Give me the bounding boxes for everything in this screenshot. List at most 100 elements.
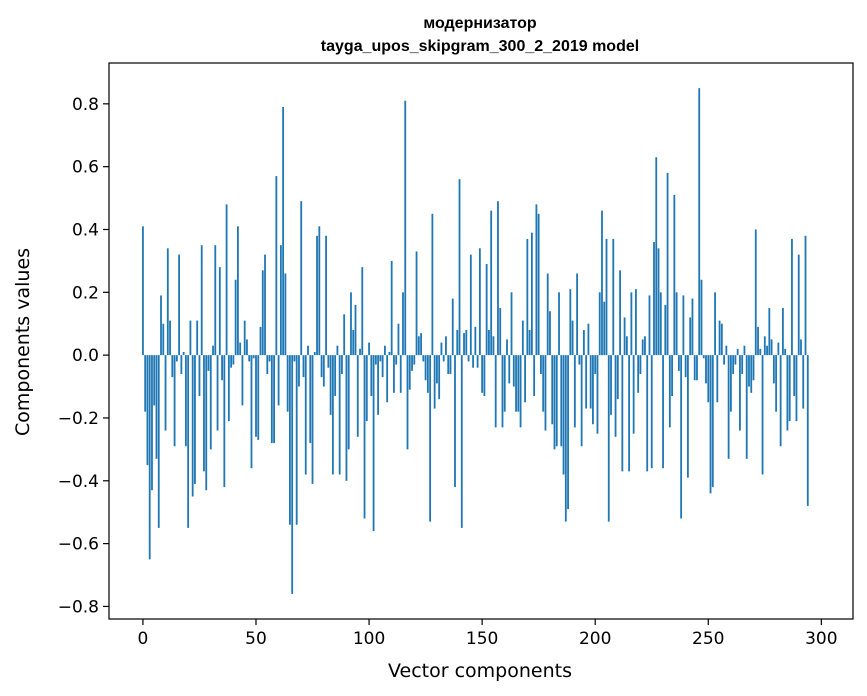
bar-48 <box>250 355 253 469</box>
bar-6 <box>155 355 158 459</box>
bar-236 <box>675 292 678 356</box>
x-axis-ticks: 0 50 100 150 200 250 300 <box>138 619 838 649</box>
bar-280 <box>775 355 778 412</box>
bar-269 <box>750 355 753 393</box>
bar-293 <box>804 235 807 356</box>
bar-150 <box>481 355 484 393</box>
bar-113 <box>397 323 400 356</box>
bar-97 <box>361 267 364 356</box>
bar-109 <box>388 351 391 356</box>
bar-283 <box>781 308 784 356</box>
bar-204 <box>603 301 606 356</box>
bar-115 <box>402 292 404 356</box>
bar-175 <box>537 213 540 356</box>
bar-267 <box>745 355 748 459</box>
bar-67 <box>293 355 296 362</box>
x-tick-label: 100 <box>353 629 385 649</box>
bar-155 <box>492 336 495 356</box>
bar-288 <box>793 355 796 396</box>
bar-186 <box>562 355 565 475</box>
bar-160 <box>503 355 506 412</box>
bar-80 <box>322 355 325 387</box>
bar-142 <box>463 333 465 356</box>
bar-47 <box>248 355 251 362</box>
bar-90 <box>345 355 348 481</box>
bar-63 <box>284 273 287 356</box>
bar-214 <box>625 336 628 356</box>
bar-75 <box>311 355 314 484</box>
bar-252 <box>711 355 714 488</box>
bar-169 <box>524 355 526 403</box>
bar-2 <box>146 355 149 466</box>
bar-294 <box>806 355 809 506</box>
bar-162 <box>508 355 511 384</box>
bar-110 <box>390 260 393 356</box>
y-tick-label: −0.4 <box>58 472 99 492</box>
bar-165 <box>515 355 517 412</box>
bar-78 <box>318 226 321 356</box>
bar-148 <box>476 355 479 368</box>
bar-62 <box>282 106 285 356</box>
bar-159 <box>501 355 504 428</box>
bar-257 <box>723 355 726 365</box>
bar-244 <box>693 355 696 381</box>
bar-86 <box>336 345 339 356</box>
bar-50 <box>255 355 257 437</box>
bar-248 <box>702 355 705 359</box>
bar-66 <box>291 355 294 594</box>
bar-270 <box>752 355 755 381</box>
bar-25 <box>198 355 201 396</box>
bar-217 <box>632 355 635 434</box>
bar-250 <box>707 355 710 403</box>
bar-79 <box>320 355 323 378</box>
bar-262 <box>734 355 737 365</box>
bar-284 <box>784 348 787 356</box>
bar-164 <box>512 355 515 387</box>
bar-32 <box>214 245 217 356</box>
bar-222 <box>644 336 646 356</box>
bar-260 <box>729 355 732 412</box>
bar-124 <box>422 355 425 362</box>
bar-51 <box>257 355 260 440</box>
bar-190 <box>571 320 574 356</box>
bar-184 <box>558 292 560 356</box>
bar-176 <box>540 355 542 374</box>
bar-198 <box>589 355 592 409</box>
bar-20 <box>187 355 190 528</box>
bar-189 <box>569 289 572 356</box>
bar-39 <box>230 355 233 368</box>
bar-118 <box>408 355 411 390</box>
bar-158 <box>499 308 502 356</box>
chart-title-line-2: tayga_upos_skipgram_300_2_2019 model <box>321 38 639 55</box>
bar-129 <box>433 355 436 409</box>
bar-3 <box>148 355 151 560</box>
bar-19 <box>184 355 187 447</box>
bar-29 <box>207 355 210 371</box>
bar-281 <box>777 342 780 356</box>
bar-216 <box>630 292 633 356</box>
bar-130 <box>436 355 438 384</box>
bar-7 <box>157 355 160 528</box>
bar-146 <box>472 355 474 368</box>
bar-34 <box>218 267 221 356</box>
y-tick-label: 0.8 <box>72 95 99 115</box>
bar-92 <box>350 292 352 356</box>
bar-36 <box>223 355 226 488</box>
bar-116 <box>404 100 407 356</box>
y-tick-label: 0.0 <box>72 346 99 366</box>
bar-178 <box>544 355 547 431</box>
bar-263 <box>736 348 739 356</box>
bar-170 <box>526 238 529 356</box>
bar-87 <box>338 355 341 475</box>
bar-74 <box>309 355 312 444</box>
bar-37 <box>225 204 228 356</box>
bar-108 <box>386 355 389 403</box>
bar-196 <box>585 355 588 409</box>
bar-180 <box>549 311 551 356</box>
y-tick-label: −0.2 <box>58 409 99 429</box>
x-axis-label: Vector components <box>388 660 572 682</box>
bar-292 <box>802 355 805 409</box>
bar-122 <box>417 336 420 356</box>
bar-100 <box>368 342 370 356</box>
